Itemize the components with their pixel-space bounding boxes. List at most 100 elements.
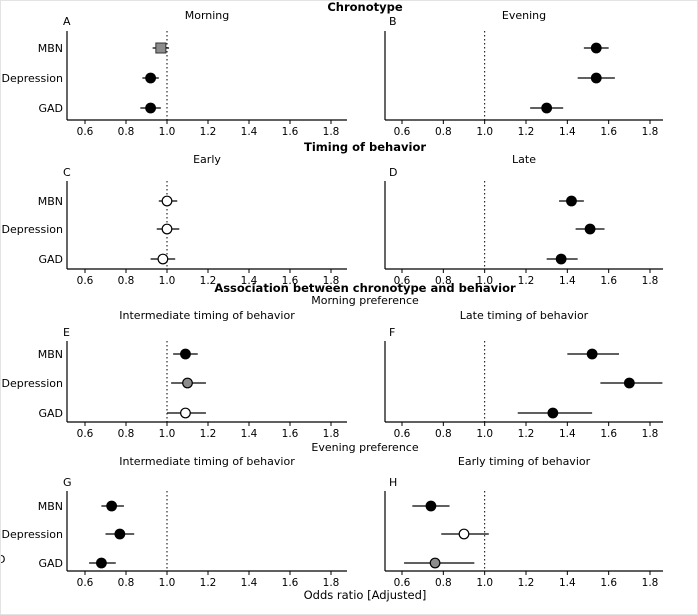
tick-label: 1.6 [600,577,617,589]
panel-C: 0.6 0.8 1.0 1.2 1.4 1.6 1.8 MBN Depression GAD [2,181,347,287]
data-point-Depression [156,223,180,235]
tick-label: 1.8 [323,275,340,287]
data-point-Depression [105,528,135,540]
tick-label: 1.4 [241,275,258,287]
tick-label: 0.8 [435,428,452,440]
tick-label: 1.2 [200,428,217,440]
tick-label: 1.2 [518,428,535,440]
marker-circle [161,195,173,207]
tick-label: 0.6 [394,275,411,287]
outcome-label: MBN [38,42,63,55]
tick-label: 0.6 [77,577,94,589]
x-axis-label: Odds ratio [Adjusted] [303,588,427,602]
tick-label: 1.2 [200,126,217,138]
tick-label: 0.8 [118,275,135,287]
panel-A: 0.6 0.8 1.0 1.2 1.4 1.6 1.8 MBN Depression GAD [2,31,347,138]
marker-circle [590,72,602,84]
tick-label: 1.4 [241,126,258,138]
tick-label: 1.6 [282,275,299,287]
panel-title-late: Late [512,153,536,166]
tick-label: 1.8 [642,275,659,287]
tick-label: 1.2 [518,275,535,287]
marker-circle [182,377,193,389]
tick-label: 1.8 [642,428,659,440]
outcome-label: GAD [38,407,63,420]
marker-circle [95,557,107,569]
tick-label: 1.6 [600,428,617,440]
data-point-MBN [158,195,178,207]
marker-circle [547,407,559,419]
data-point-GAD [167,407,206,419]
panel-title-morning: Morning [184,9,230,22]
tick-label: 0.8 [435,126,452,138]
panel-title-early: Early [193,153,221,166]
marker-circle [145,102,157,114]
outcome-label: Depression [2,528,64,541]
marker-circle [555,253,567,265]
panel-D: 0.6 0.8 1.0 1.2 1.4 1.6 1.8 [384,181,663,287]
panel-letter-e: E [63,326,70,339]
data-point-GAD [150,253,176,265]
data-point-Depression [575,223,605,235]
panel-letter-f: F [389,326,396,339]
marker-circle [458,528,470,540]
subheader-morning-preference: Morning preference [311,294,419,307]
tick-label: 1.0 [476,577,493,589]
tick-label: 0.6 [394,428,411,440]
tick-label: 1.0 [159,428,176,440]
tick-label: 1.0 [159,275,176,287]
tick-label: 0.8 [435,275,452,287]
data-point-MBN [559,195,584,207]
tick-label: 1.2 [200,577,217,589]
data-point-GAD [546,253,578,265]
panel-H: 0.6 0.8 1.0 1.2 1.4 1.6 1.8 [384,491,663,589]
tick-label: 0.6 [77,126,94,138]
data-point-Depression [441,528,489,540]
tick-label: 0.8 [118,577,135,589]
tick-label: 1.4 [559,126,576,138]
tick-label: 1.0 [476,275,493,287]
marker-circle [114,528,126,540]
section-header-association: Association between chronotype and behav… [214,281,516,295]
tick-label: 1.8 [323,577,340,589]
panel-title-late-morning: Late timing of behavior [459,309,589,322]
marker-circle [145,72,157,84]
panel-letter-a: A [63,15,71,28]
panel-E: 0.6 0.8 1.0 1.2 1.4 1.6 1.8 MBN Depression GAD [2,341,347,440]
outcome-label: Depression [2,377,64,390]
outcome-label: MBN [38,195,63,208]
marker-circle [566,195,577,207]
marker-circle [429,557,441,569]
marker-circle [425,500,437,512]
marker-circle [584,223,596,235]
panel-title-intermediate-morning: Intermediate timing of behavior [119,309,295,322]
tick-label: 1.8 [642,577,659,589]
marker-circle [180,407,191,419]
tick-label: 1.4 [241,428,258,440]
tick-label: 0.6 [77,275,94,287]
tick-label: 1.6 [282,577,299,589]
data-point-MBN [583,42,609,54]
tick-label: 1.0 [159,126,176,138]
tick-label: 1.2 [518,577,535,589]
tick-label: 0.8 [118,428,135,440]
panel-B: 0.6 0.8 1.0 1.2 1.4 1.6 1.8 [384,31,663,138]
tick-label: 1.0 [476,126,493,138]
marker-circle [586,348,598,360]
tick-label: 1.8 [642,126,659,138]
marker-circle [157,253,169,265]
tick-label: 1.0 [476,428,493,440]
outcome-label: MBN [38,348,63,361]
tick-label: 0.8 [118,126,135,138]
data-point-MBN [412,500,450,512]
outcome-label: GAD [38,557,63,570]
outcome-label: GAD [38,102,63,115]
tick-label: 1.4 [241,577,258,589]
section-header-chronotype: Chronotype [327,0,403,14]
outcome-label: MBN [38,500,63,513]
data-point-GAD [140,102,161,114]
data-point-Depression [577,72,615,84]
marker-square [155,42,167,54]
